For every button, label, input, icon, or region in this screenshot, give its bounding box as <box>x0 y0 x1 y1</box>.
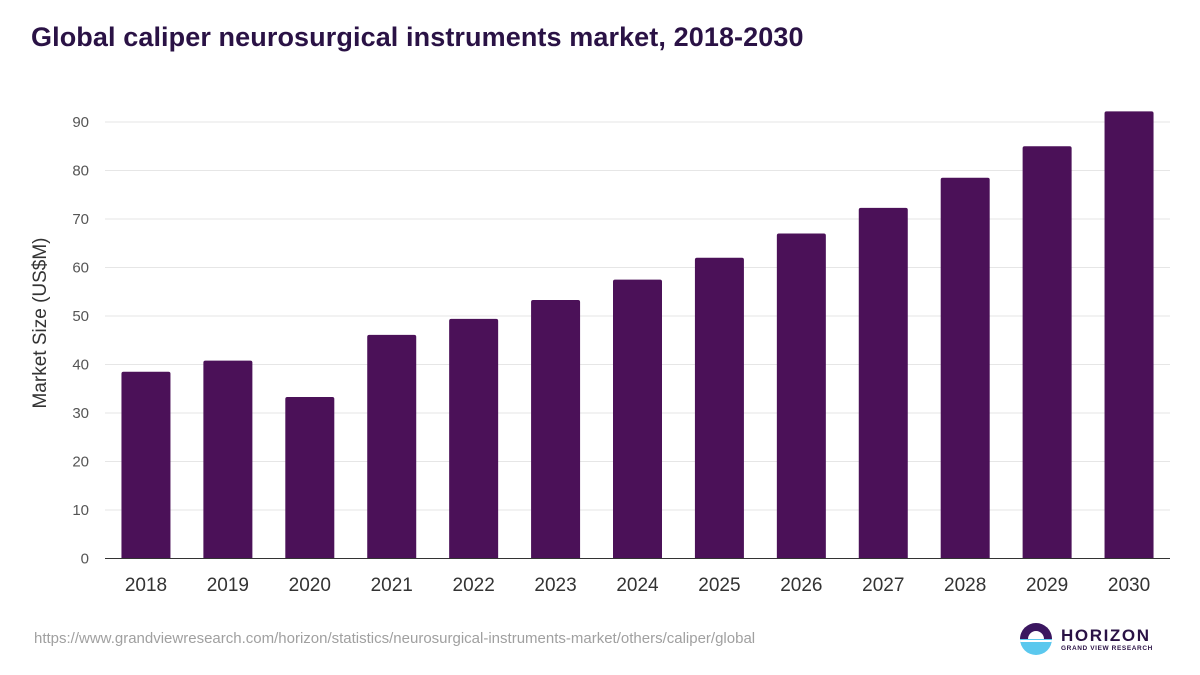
bar-2021[interactable] <box>367 334 417 559</box>
y-tick-label: 20 <box>72 454 89 471</box>
bars <box>121 111 1154 559</box>
y-tick-label: 0 <box>81 551 89 568</box>
brand-name: HORIZON <box>1061 626 1151 645</box>
x-tick-label: 2018 <box>125 575 167 596</box>
y-axis-ticks: 0 10 20 30 40 50 60 70 80 90 <box>72 114 89 568</box>
x-tick-label: 2023 <box>534 575 576 596</box>
y-tick-label: 40 <box>72 357 89 374</box>
x-tick-label: 2026 <box>780 575 822 596</box>
bar-2022[interactable] <box>449 318 499 559</box>
bar-2018[interactable] <box>121 371 171 559</box>
horizon-logo-icon <box>1020 623 1052 655</box>
brand-subtitle: GRAND VIEW RESEARCH <box>1061 645 1153 652</box>
x-tick-label: 2024 <box>616 575 659 596</box>
x-axis-ticks: 2018 2019 2020 2021 2022 2023 2024 2025 2026 2027… <box>125 575 1150 596</box>
y-tick-label: 30 <box>72 405 89 422</box>
x-tick-label: 2022 <box>453 575 495 596</box>
x-tick-label: 2030 <box>1108 575 1150 596</box>
bar-2019[interactable] <box>203 360 253 559</box>
x-tick-label: 2025 <box>698 575 740 596</box>
x-tick-label: 2028 <box>944 575 986 596</box>
brand-logo[interactable]: HORIZON GRAND VIEW RESEARCH <box>1019 622 1159 658</box>
y-tick-label: 80 <box>72 163 89 180</box>
bar-2026[interactable] <box>776 233 826 559</box>
y-tick-label: 90 <box>72 114 89 131</box>
y-tick-label: 70 <box>72 211 89 228</box>
bar-2027[interactable] <box>858 207 908 559</box>
bar-2025[interactable] <box>694 257 744 559</box>
x-tick-label: 2029 <box>1026 575 1068 596</box>
bar-2029[interactable] <box>1022 146 1072 559</box>
chart-title: Global caliper neurosurgical instruments… <box>31 22 804 52</box>
y-tick-label: 60 <box>72 260 89 277</box>
y-axis-label: Market Size (US$M) <box>30 237 51 409</box>
bar-2020[interactable] <box>285 396 335 559</box>
bar-2028[interactable] <box>940 177 990 559</box>
y-tick-label: 50 <box>72 308 89 325</box>
x-tick-label: 2019 <box>207 575 249 596</box>
x-tick-label: 2020 <box>289 575 331 596</box>
bar-2024[interactable] <box>613 279 662 559</box>
source-url[interactable]: https://www.grandviewresearch.com/horizo… <box>34 630 756 647</box>
x-tick-label: 2027 <box>862 575 904 596</box>
x-tick-label: 2021 <box>371 575 413 596</box>
bar-2030[interactable] <box>1104 111 1154 559</box>
bar-2023[interactable] <box>531 299 581 559</box>
y-tick-label: 10 <box>72 502 89 519</box>
